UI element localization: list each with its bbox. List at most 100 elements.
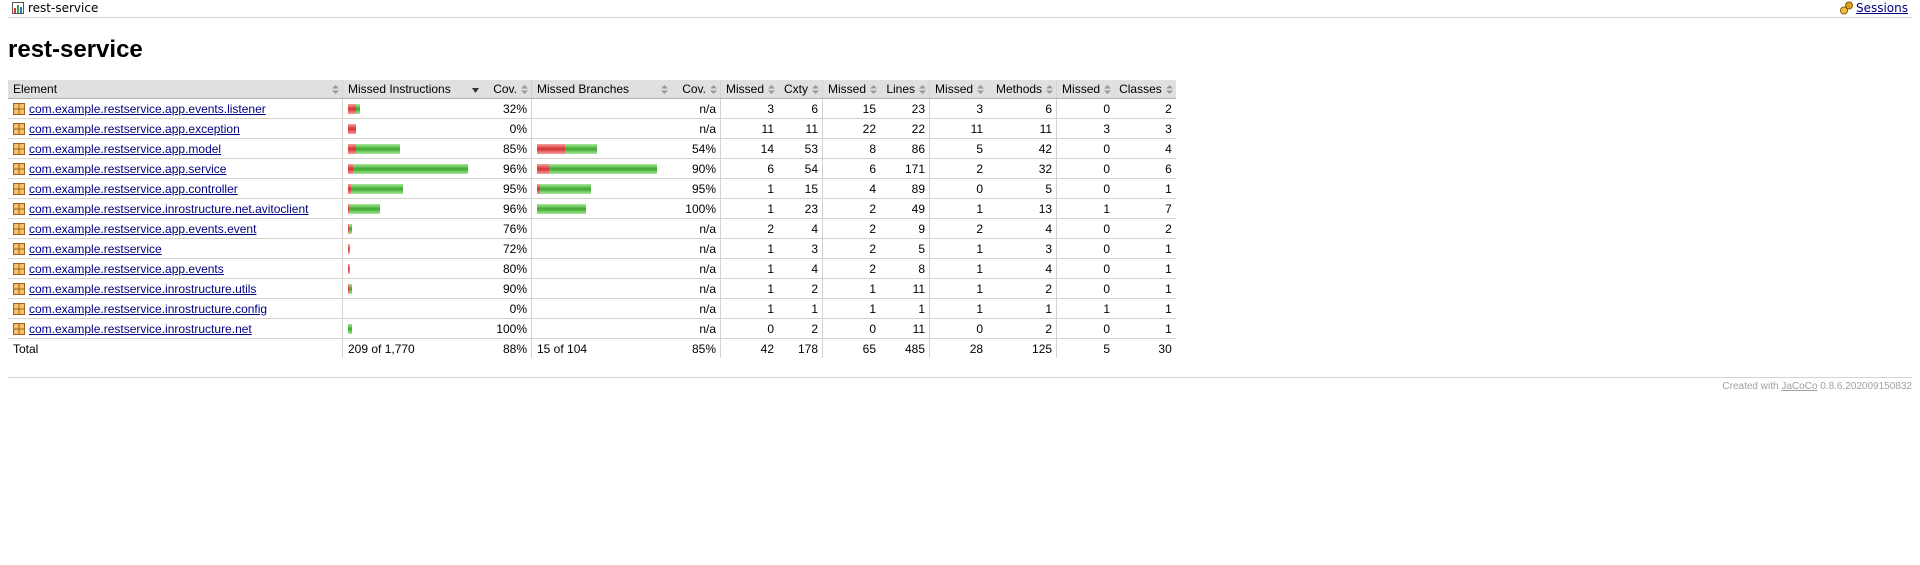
header-cxty[interactable]: Cxty <box>778 80 823 99</box>
element-wrap: com.example.restservice.inrostructure.ne… <box>13 322 338 336</box>
cxty: 53 <box>778 138 823 159</box>
cxty-missed: 3 <box>720 98 779 119</box>
classes: 1 <box>1114 238 1176 259</box>
package-link[interactable]: com.example.restservice.app.events.event <box>29 221 257 236</box>
header-methods[interactable]: Methods <box>987 80 1057 99</box>
instr-bar <box>348 183 478 195</box>
branch-cov: n/a <box>671 98 721 119</box>
element-wrap: com.example.restservice.app.model <box>13 142 338 156</box>
package-link[interactable]: com.example.restservice.inrostructure.ne… <box>29 321 252 336</box>
footer: Created with JaCoCo 0.8.6.202009150832 <box>8 377 1912 392</box>
branch-bar-cell <box>531 118 671 139</box>
header-lines-missed[interactable]: Missed <box>822 80 881 99</box>
branch-bar-cell <box>531 198 671 219</box>
package-link[interactable]: com.example.restservice.inrostructure.co… <box>29 301 268 316</box>
total-lines-missed: 65 <box>822 338 881 358</box>
missed-bar <box>537 183 540 194</box>
sort-icon <box>870 85 878 94</box>
missed-bar <box>348 163 353 174</box>
instr-bar-cell <box>342 238 482 259</box>
element-cell: com.example.restservice.inrostructure.ne… <box>8 198 343 219</box>
cxty-missed: 11 <box>720 118 779 139</box>
classes: 3 <box>1114 118 1176 139</box>
header-missed-branches[interactable]: Missed Branches <box>531 80 671 99</box>
header-classes-missed[interactable]: Missed <box>1056 80 1115 99</box>
branch-bar-cell <box>531 278 671 299</box>
package-link[interactable]: com.example.restservice.app.exception <box>29 121 240 136</box>
package-icon <box>13 162 25 175</box>
sort-icon <box>768 85 776 94</box>
missed-bar <box>348 203 349 214</box>
classes: 1 <box>1114 278 1176 299</box>
covered-bar <box>540 183 591 194</box>
total-lines: 485 <box>880 338 930 358</box>
breadcrumb-label: rest-service <box>28 1 99 15</box>
element-wrap: com.example.restservice.app.events <box>13 262 338 276</box>
package-link[interactable]: com.example.restservice <box>29 241 162 256</box>
instr-bar-cell <box>342 278 482 299</box>
top-bar: rest-service Sessions <box>8 0 1912 18</box>
methods-missed: 11 <box>929 118 988 139</box>
branch-cov: 90% <box>671 158 721 179</box>
lines: 8 <box>880 258 930 279</box>
instr-cov: 0% <box>482 118 532 139</box>
package-link[interactable]: com.example.restservice.app.controller <box>29 181 238 196</box>
header-missed-instructions[interactable]: Missed Instructions <box>342 80 482 99</box>
lines: 49 <box>880 198 930 219</box>
header-methods-missed[interactable]: Missed <box>929 80 988 99</box>
methods-missed: 0 <box>929 318 988 339</box>
package-link[interactable]: com.example.restservice.inrostructure.ne… <box>29 201 309 216</box>
missed-bar <box>537 143 565 154</box>
header-lines[interactable]: Lines <box>880 80 930 99</box>
element-cell: com.example.restservice.inrostructure.ne… <box>8 318 343 339</box>
missed-bar <box>348 103 356 114</box>
lines: 11 <box>880 278 930 299</box>
instr-bar <box>348 203 478 215</box>
header-classes[interactable]: Classes <box>1114 80 1176 99</box>
cxty-missed: 1 <box>720 278 779 299</box>
branch-bar <box>537 103 667 115</box>
instr-bar-cell <box>342 298 482 319</box>
element-cell: com.example.restservice.app.events <box>8 258 343 279</box>
branch-bar-cell <box>531 158 671 179</box>
instr-bar <box>348 263 478 275</box>
branch-bar-cell <box>531 238 671 259</box>
sessions-link-wrap[interactable]: Sessions <box>1839 1 1908 15</box>
branch-bar <box>537 143 667 155</box>
package-link[interactable]: com.example.restservice.inrostructure.ut… <box>29 281 257 296</box>
classes-missed: 0 <box>1056 258 1115 279</box>
branch-cov: n/a <box>671 238 721 259</box>
classes-missed: 0 <box>1056 278 1115 299</box>
sort-down-icon <box>472 88 479 93</box>
covered-bar <box>349 243 350 254</box>
package-link[interactable]: com.example.restservice.app.service <box>29 161 227 176</box>
instr-cov: 76% <box>482 218 532 239</box>
sort-icon <box>521 85 528 94</box>
branch-bar <box>537 203 667 215</box>
missed-bar <box>348 183 351 194</box>
sessions-link[interactable]: Sessions <box>1855 1 1908 15</box>
jacoco-link[interactable]: JaCoCo <box>1781 381 1818 392</box>
sort-icon <box>977 85 985 94</box>
header-cxty-missed[interactable]: Missed <box>720 80 779 99</box>
lines: 171 <box>880 158 930 179</box>
classes-missed: 0 <box>1056 218 1115 239</box>
instr-cov: 95% <box>482 178 532 199</box>
classes-missed: 0 <box>1056 238 1115 259</box>
header-branch-cov[interactable]: Cov. <box>671 80 721 99</box>
header-element[interactable]: Element <box>8 80 343 99</box>
missed-bar <box>348 243 349 254</box>
package-link[interactable]: com.example.restservice.app.events.liste… <box>29 101 266 116</box>
instr-cov: 96% <box>482 158 532 179</box>
package-link[interactable]: com.example.restservice.app.events <box>29 261 224 276</box>
classes: 1 <box>1114 318 1176 339</box>
instr-bar <box>348 143 478 155</box>
cxty: 54 <box>778 158 823 179</box>
package-link[interactable]: com.example.restservice.app.model <box>29 141 222 156</box>
header-instr-cov[interactable]: Cov. <box>482 80 532 99</box>
element-cell: com.example.restservice.app.events.liste… <box>8 98 343 119</box>
classes: 2 <box>1114 218 1176 239</box>
classes: 4 <box>1114 138 1176 159</box>
total-instr-cov: 88% <box>482 338 532 358</box>
methods-missed: 1 <box>929 238 988 259</box>
